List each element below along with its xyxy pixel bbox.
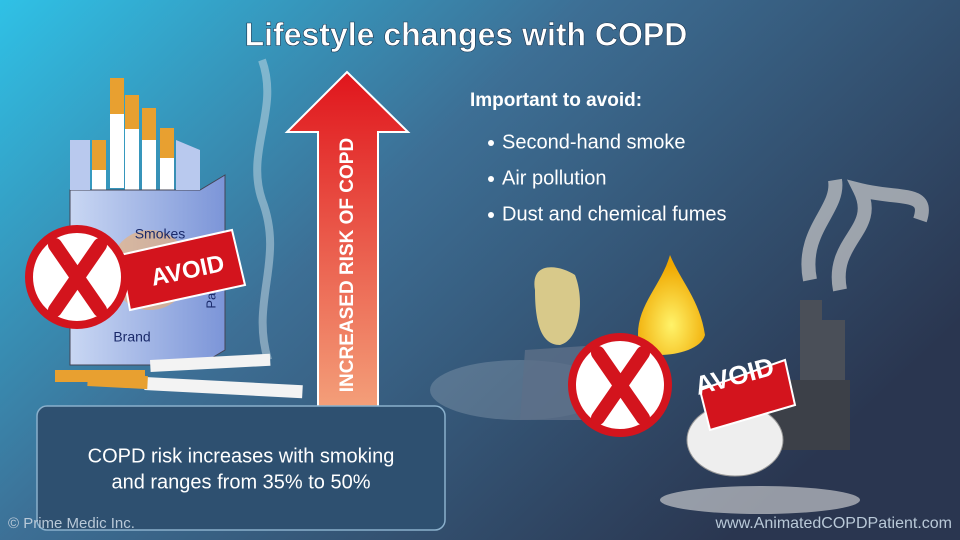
avoid-badge: AVOID	[25, 225, 247, 329]
bullet	[488, 176, 494, 182]
bullet	[488, 140, 494, 146]
list-item: Air pollution	[502, 167, 607, 189]
risk-arrow: INCREASED RISK OF COPD	[284, 70, 411, 411]
pack-brand: Smokes	[135, 226, 186, 242]
arrow-label: INCREASED RISK OF COPD	[337, 138, 358, 392]
footer-right: www.AnimatedCOPDPatient.com	[714, 515, 952, 532]
footer-left: © Prime Medic Inc.	[8, 515, 135, 532]
list-heading: Important to avoid:	[470, 90, 642, 111]
list-item: Second-hand smoke	[502, 131, 685, 153]
pack-brand: Brand	[113, 329, 150, 345]
title: Lifestyle changes with COPD	[245, 16, 688, 52]
info-box: COPD risk increases with smoking and ran…	[36, 405, 446, 531]
loose-cigarettes	[55, 353, 303, 399]
avoid-list: Second-hand smoke Air pollution Dust and c…	[488, 131, 727, 225]
info-text: and ranges from 35% to 50%	[111, 471, 370, 493]
pollution-illustration: AVOID	[430, 178, 929, 514]
bullet	[488, 212, 494, 218]
list-item: Dust and chemical fumes	[502, 203, 727, 225]
info-text: COPD risk increases with smoking	[88, 445, 395, 467]
smoke	[253, 58, 275, 362]
